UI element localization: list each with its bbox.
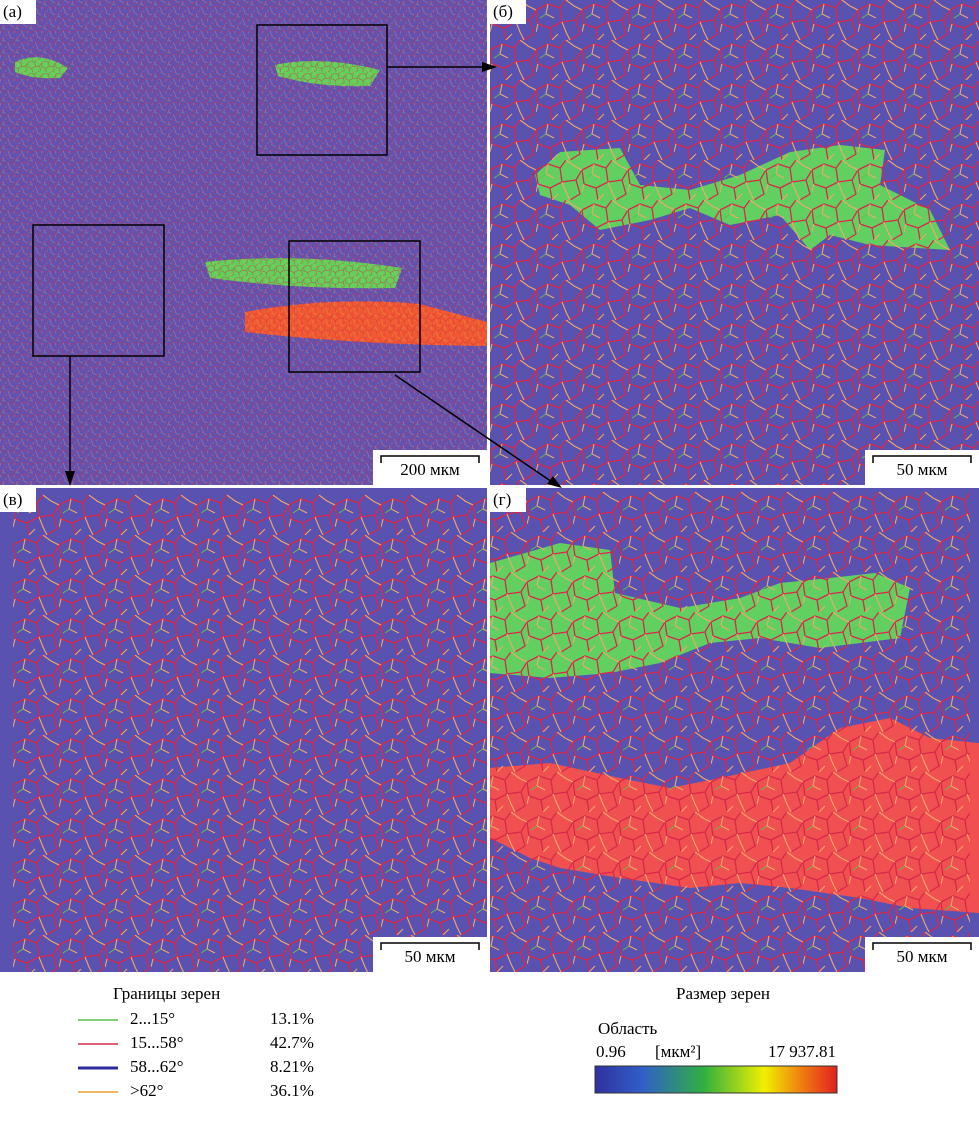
scale-text: 200 мкм <box>400 460 460 479</box>
scale-text: 50 мкм <box>896 947 947 966</box>
unit: [мкм²] <box>655 1042 701 1061</box>
label-box <box>0 0 36 24</box>
color-bar <box>594 1065 838 1094</box>
scale-bar <box>872 455 972 463</box>
panel-b <box>490 0 979 485</box>
scale-bar <box>380 942 480 950</box>
size-title: Размер зерен <box>676 984 770 1003</box>
legend-label: 58...62° <box>130 1057 184 1076</box>
panel-c <box>0 488 487 972</box>
legend-label: 15...58° <box>130 1033 184 1052</box>
panel-label: (г) <box>493 490 511 509</box>
panel-d <box>490 488 979 972</box>
panel-a <box>0 0 487 485</box>
min: 0.96 <box>596 1042 626 1061</box>
label-box <box>490 488 526 512</box>
label-box <box>0 488 36 512</box>
legend-percent: 8.21% <box>270 1057 314 1076</box>
legend-label: >62° <box>130 1081 163 1100</box>
legend-title: Границы зерен <box>113 984 220 1003</box>
legend-percent: 36.1% <box>270 1081 314 1100</box>
legend-percent: 42.7% <box>270 1033 314 1052</box>
scale-text: 50 мкм <box>896 460 947 479</box>
scale-text: 50 мкм <box>404 947 455 966</box>
panel-label: (б) <box>493 2 513 21</box>
scale-bar <box>872 942 972 950</box>
scale-bar <box>380 455 480 463</box>
panel-label: (а) <box>3 2 22 21</box>
max: 17 937.81 <box>768 1042 836 1061</box>
zoom-boxes <box>32 24 556 485</box>
legend-label: 2...15° <box>130 1009 175 1028</box>
quantity: Область <box>598 1019 658 1038</box>
label-box <box>490 0 526 24</box>
panel-label: (в) <box>3 490 22 509</box>
legend-percent: 13.1% <box>270 1009 314 1028</box>
